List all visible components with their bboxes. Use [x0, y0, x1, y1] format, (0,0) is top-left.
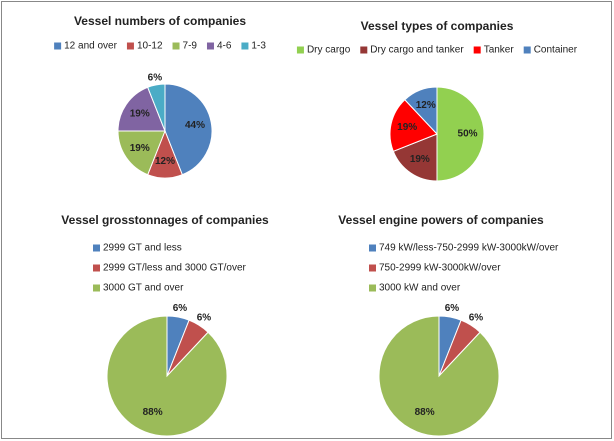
- legend-label: 2999 GT/less and 3000 GT/over: [103, 263, 247, 274]
- legend-swatch: [54, 42, 62, 50]
- data-label: 6%: [469, 312, 484, 323]
- legend-label: 1-3: [251, 41, 266, 52]
- legend-label: 12 and over: [64, 41, 117, 52]
- legend-swatch: [296, 46, 304, 54]
- data-label: 6%: [445, 303, 460, 314]
- pie-slice: [392, 133, 438, 182]
- legend-label: Tanker: [484, 45, 515, 56]
- data-label: 19%: [130, 108, 150, 119]
- pie-title: Vessel types of companies: [361, 19, 514, 33]
- legend-swatch: [369, 264, 376, 272]
- legend-label: 2999 GT and less: [103, 243, 182, 254]
- legend: 12 and over 10-12 7-9 4-6 1-3: [54, 41, 266, 52]
- legend-swatch: [241, 42, 249, 50]
- legend-swatch: [93, 264, 100, 272]
- pie-slice: [117, 86, 166, 132]
- data-label: 12%: [416, 100, 436, 111]
- legend-label: 10-12: [137, 41, 163, 52]
- data-label: 6%: [173, 303, 188, 314]
- legend-swatch: [369, 284, 376, 292]
- legend-swatch: [473, 46, 481, 54]
- pie-title: Vessel grosstonnages of companies: [61, 213, 269, 227]
- data-label: 19%: [410, 154, 430, 165]
- data-label: 50%: [458, 129, 478, 140]
- legend-label: Container: [534, 45, 578, 56]
- pie-slice: [117, 130, 166, 176]
- pie-slice: [436, 86, 485, 182]
- legend-label: 7-9: [183, 41, 198, 52]
- pie-slice: [164, 83, 213, 176]
- legend-label: Dry cargo: [307, 45, 351, 56]
- legend-swatch: [172, 42, 180, 50]
- pie-slice: [404, 86, 438, 136]
- legend-swatch: [360, 46, 368, 54]
- legend: 749 kW/less-750-2999 kW-3000kW/over 750-2…: [369, 243, 559, 294]
- legend: 2999 GT and less 2999 GT/less and 3000 GT…: [93, 243, 247, 294]
- pie-slice: [147, 83, 166, 132]
- legend-swatch: [206, 42, 214, 50]
- data-label: 6%: [197, 312, 212, 323]
- legend-label: 3000 kW and over: [379, 283, 461, 294]
- pie-title: Vessel engine powers of companies: [338, 213, 544, 227]
- legend: Dry cargo Dry cargo and tanker Tanker Conta…: [296, 45, 578, 56]
- data-label: 88%: [143, 407, 163, 418]
- legend-label: 749 kW/less-750-2999 kW-3000kW/over: [379, 243, 559, 254]
- pie-slice: [389, 99, 438, 152]
- legend-swatch: [93, 284, 100, 292]
- legend-label: 750-2999 kW-3000kW/over: [379, 263, 501, 274]
- data-label: 12%: [155, 156, 175, 167]
- legend-swatch: [369, 244, 376, 252]
- data-label: 44%: [185, 120, 205, 131]
- legend-swatch: [523, 46, 531, 54]
- legend-label: 3000 GT and over: [103, 283, 184, 294]
- data-label: 6%: [148, 73, 163, 84]
- pie-slice: [106, 315, 228, 437]
- legend-label: Dry cargo and tanker: [370, 45, 464, 56]
- data-label: 19%: [130, 143, 150, 154]
- pie-slice: [378, 315, 500, 437]
- pie-title: Vessel numbers of companies: [74, 14, 246, 28]
- legend-swatch: [126, 42, 134, 50]
- data-label: 88%: [415, 407, 435, 418]
- legend-label: 4-6: [217, 41, 232, 52]
- legend-swatch: [93, 244, 100, 252]
- data-label: 19%: [397, 122, 417, 133]
